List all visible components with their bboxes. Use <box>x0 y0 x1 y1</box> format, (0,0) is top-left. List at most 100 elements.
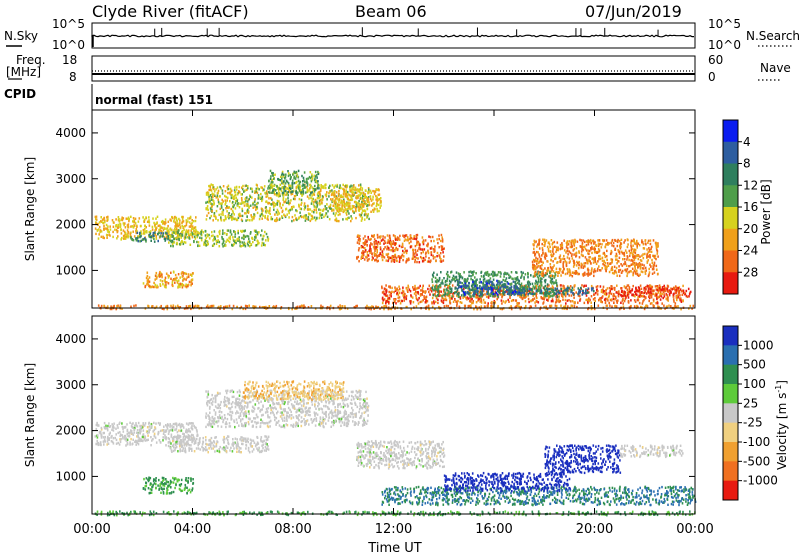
heatmap-cell <box>628 286 631 289</box>
heatmap-cell <box>421 293 423 296</box>
heatmap-cell <box>381 291 384 294</box>
heatmap-cell <box>468 274 470 277</box>
heatmap-cell <box>276 194 278 197</box>
heatmap-cell <box>315 174 318 177</box>
heatmap-cell <box>120 232 123 235</box>
heatmap-cell <box>603 260 605 264</box>
heatmap-cell <box>369 244 371 247</box>
heatmap-cell <box>287 174 290 178</box>
heatmap-cell <box>167 237 169 241</box>
heatmap-cell <box>588 240 590 244</box>
heatmap-cell <box>332 208 334 211</box>
heatmap-cell <box>437 287 440 290</box>
heatmap-cell <box>351 204 354 208</box>
heatmap-cell <box>204 230 207 233</box>
heatmap-cell <box>224 244 227 247</box>
heatmap-cell <box>614 239 617 242</box>
heatmap-cell <box>621 264 624 267</box>
heatmap-cell <box>416 298 418 301</box>
heatmap-cell <box>457 286 460 289</box>
heatmap-cell <box>207 194 210 197</box>
heatmap-cell <box>391 242 394 246</box>
heatmap-cell <box>305 216 307 219</box>
heatmap-cell <box>213 193 215 196</box>
heatmap-cell <box>539 271 542 274</box>
heatmap-cell <box>343 206 346 209</box>
heatmap-cell <box>345 192 348 196</box>
heatmap-cell <box>617 259 619 263</box>
heatmap-cell <box>456 289 459 292</box>
heatmap-cell <box>461 282 464 285</box>
heatmap-cell <box>333 190 336 193</box>
heatmap-cell <box>277 195 280 198</box>
heatmap-cell <box>490 273 493 276</box>
heatmap-cell <box>283 194 285 197</box>
heatmap-cell <box>406 258 408 261</box>
heatmap-cell <box>115 228 118 232</box>
heatmap-cell <box>218 245 221 248</box>
heatmap-cell <box>623 241 625 244</box>
heatmap-cell <box>550 253 553 256</box>
heatmap-cell <box>509 276 512 279</box>
heatmap-cell <box>335 212 337 215</box>
heatmap-cell <box>220 206 223 209</box>
heatmap-cell <box>201 229 203 232</box>
heatmap-cell <box>140 235 142 238</box>
heatmap-cell <box>476 287 479 290</box>
heatmap-cell <box>246 196 248 199</box>
heatmap-cell <box>257 187 259 190</box>
heatmap-cell <box>370 199 373 202</box>
heatmap-cell <box>171 281 174 284</box>
heatmap-cell <box>634 265 636 268</box>
heatmap-cell <box>316 203 319 207</box>
heatmap-cell <box>408 241 411 245</box>
heatmap-cell <box>269 212 271 216</box>
heatmap-cell <box>594 291 597 295</box>
heatmap-cell <box>533 264 535 267</box>
heatmap-cell <box>549 271 552 274</box>
heatmap-cell <box>544 281 547 284</box>
heatmap-cell <box>282 203 284 207</box>
heatmap-cell <box>482 289 485 293</box>
heatmap-cell <box>356 256 358 259</box>
heatmap-cell <box>249 245 251 248</box>
heatmap-cell <box>314 198 317 202</box>
heatmap-cell <box>617 238 619 242</box>
heatmap-cell <box>272 189 274 193</box>
heatmap-cell <box>271 217 274 221</box>
heatmap-cell <box>436 295 438 298</box>
heatmap-cell <box>407 257 410 260</box>
heatmap-cell <box>274 189 277 192</box>
heatmap-cell <box>676 295 678 298</box>
heatmap-cell <box>334 184 337 187</box>
heatmap-cell <box>106 216 108 219</box>
heatmap-cell <box>586 298 589 301</box>
heatmap-cell <box>276 192 279 195</box>
heatmap-cell <box>402 234 404 237</box>
heatmap-cell <box>535 273 537 276</box>
heatmap-cell <box>643 298 645 302</box>
heatmap-cell <box>449 299 451 302</box>
heatmap-cell <box>594 260 596 263</box>
heatmap-cell <box>368 201 370 204</box>
heatmap-cell <box>327 210 329 213</box>
heatmap-cell <box>356 202 359 205</box>
heatmap-cell <box>598 265 600 268</box>
heatmap-cell <box>426 260 429 263</box>
heatmap-cell <box>450 271 452 274</box>
heatmap-cell <box>221 202 223 205</box>
heatmap-cell <box>133 224 135 227</box>
heatmap-cell <box>217 198 219 201</box>
heatmap-cell <box>364 189 367 192</box>
heatmap-cell <box>300 215 303 219</box>
heatmap-cell <box>523 284 526 288</box>
heatmap-cell <box>268 179 270 182</box>
heatmap-cell <box>338 208 340 211</box>
heatmap-cell <box>191 222 193 225</box>
heatmap-cell <box>105 223 108 227</box>
heatmap-cell <box>303 216 305 219</box>
heatmap-cell <box>581 241 584 245</box>
heatmap-cell <box>364 201 366 204</box>
heatmap-cell <box>646 254 648 257</box>
heatmap-cell <box>302 190 305 193</box>
